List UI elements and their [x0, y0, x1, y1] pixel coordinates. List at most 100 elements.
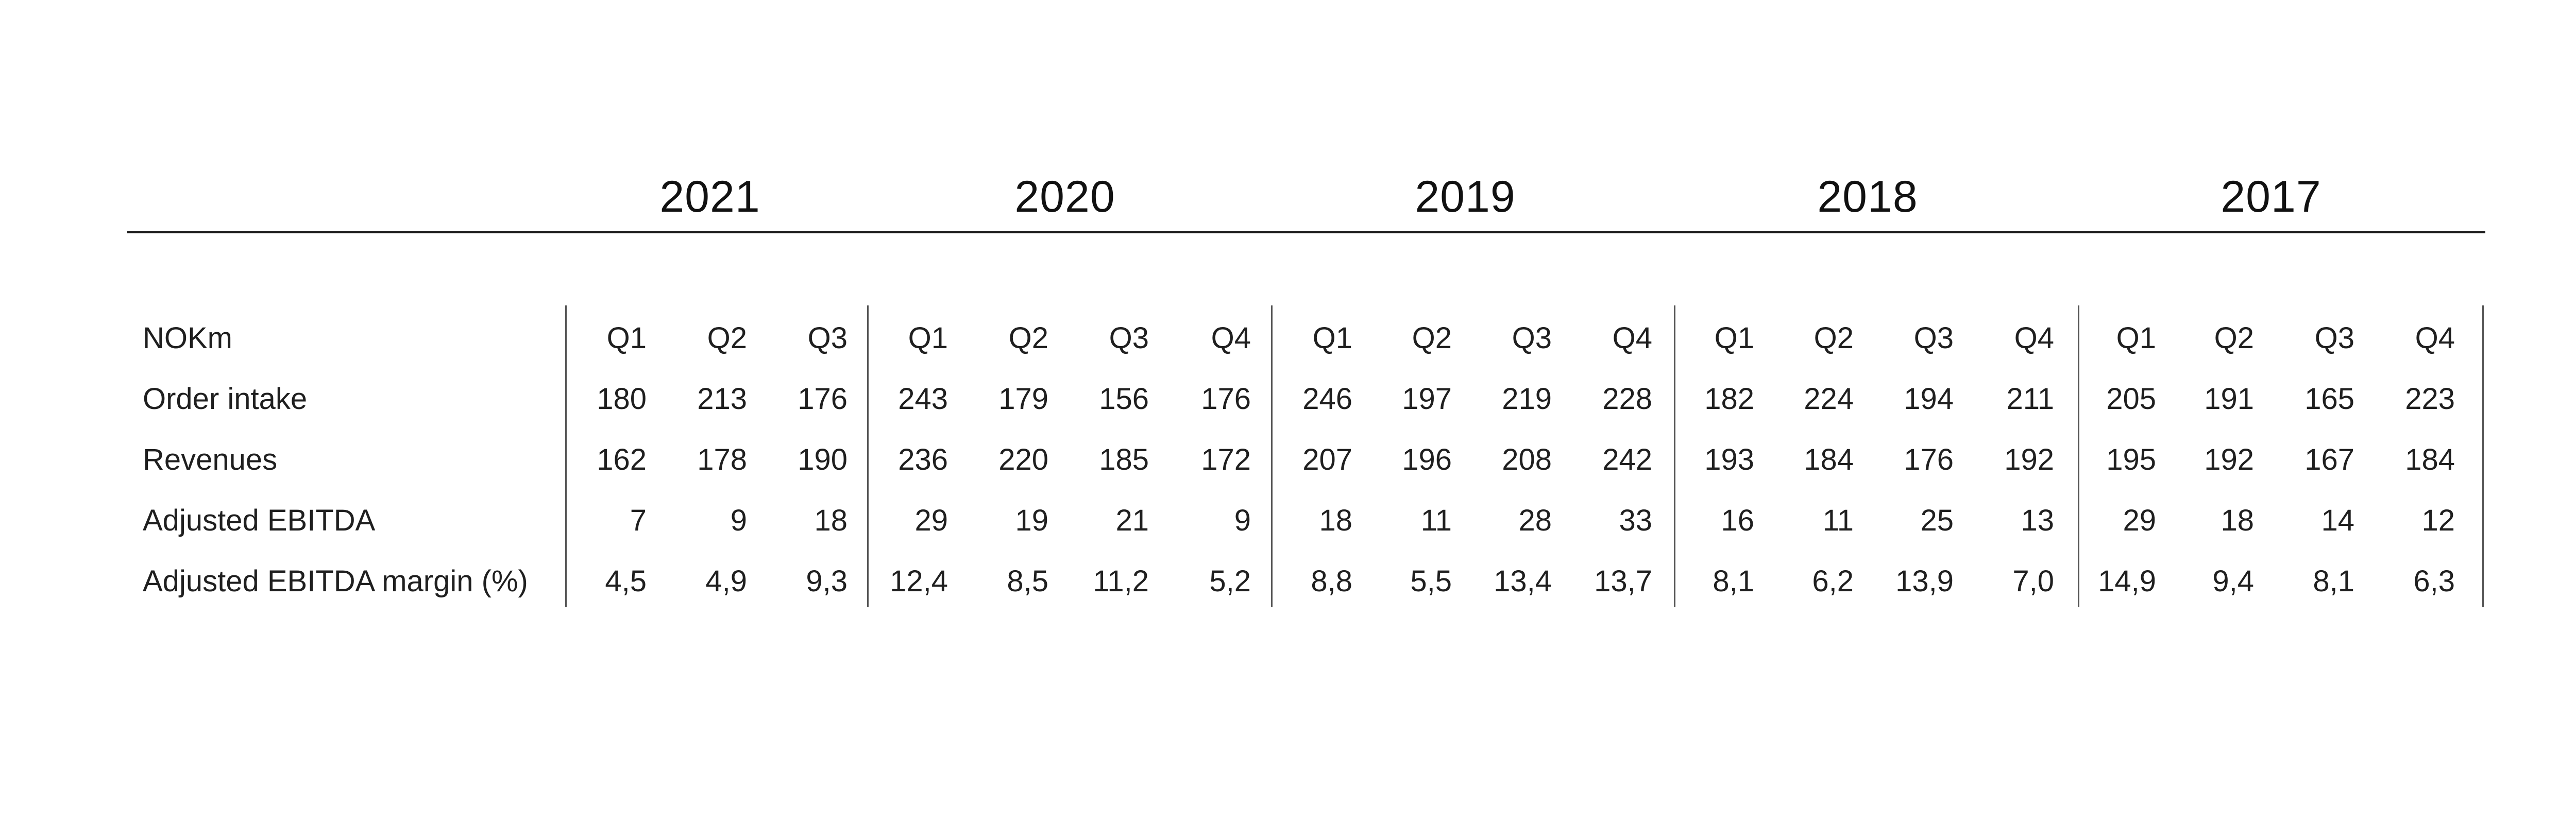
table-cell: 16 [1721, 504, 1754, 537]
column-divider [867, 305, 869, 607]
quarter-header: Q1 [1714, 321, 1754, 355]
table-cell: 219 [1502, 382, 1552, 416]
table-cell: 182 [1704, 382, 1754, 416]
table-cell: 8,8 [1311, 565, 1352, 598]
table-cell: 192 [2004, 443, 2054, 476]
table-cell: 11 [1822, 504, 1854, 537]
table-cell: 156 [1099, 382, 1149, 416]
table-cell: 197 [1402, 382, 1452, 416]
table-cell: 165 [2304, 382, 2354, 416]
quarter-header: Q2 [1008, 321, 1048, 355]
table-cell: 6,2 [1812, 565, 1854, 598]
table-cell: 18 [1319, 504, 1352, 537]
table-cell: 8,1 [2313, 565, 2354, 598]
quarter-header: Q1 [908, 321, 948, 355]
table-cell: 9,4 [2212, 565, 2254, 598]
table-cell: 6,3 [2413, 565, 2455, 598]
unit-label: NOKm [143, 321, 232, 355]
table-cell: 213 [697, 382, 747, 416]
table-cell: 208 [1502, 443, 1552, 476]
quarter-header: Q2 [707, 321, 747, 355]
table-cell: 28 [1518, 504, 1552, 537]
table-cell: 14,9 [2098, 565, 2156, 598]
table-cell: 18 [2221, 504, 2254, 537]
table-cell: 192 [2204, 443, 2254, 476]
column-divider [2482, 305, 2484, 607]
quarter-header: Q4 [1211, 321, 1251, 355]
table-cell: 13,4 [1494, 565, 1552, 598]
table-cell: 178 [697, 443, 747, 476]
table-cell: 9,3 [806, 565, 848, 598]
table-cell: 5,5 [1410, 565, 1452, 598]
table-cell: 205 [2106, 382, 2156, 416]
quarter-header: Q4 [1612, 321, 1652, 355]
table-cell: 12 [2421, 504, 2455, 537]
table-cell: 14 [2321, 504, 2354, 537]
table-cell: 236 [898, 443, 948, 476]
row-label: Adjusted EBITDA margin (%) [143, 565, 528, 598]
table-cell: 11 [1420, 504, 1452, 537]
table-cell: 176 [798, 382, 848, 416]
quarter-header: Q2 [1412, 321, 1452, 355]
table-cell: 162 [597, 443, 647, 476]
quarter-header: Q1 [2116, 321, 2156, 355]
table-cell: 223 [2405, 382, 2455, 416]
table-cell: 167 [2304, 443, 2354, 476]
table-cell: 11,2 [1093, 565, 1149, 598]
table-cell: 180 [597, 382, 647, 416]
year-heading: 2021 [659, 172, 760, 221]
table-cell: 13 [2021, 504, 2054, 537]
table-cell: 13,9 [1895, 565, 1954, 598]
table-cell: 9 [730, 504, 747, 537]
table-cell: 185 [1099, 443, 1149, 476]
table-cell: 29 [914, 504, 948, 537]
table-cell: 246 [1302, 382, 1352, 416]
year-heading: 2017 [2221, 172, 2321, 221]
table-cell: 179 [998, 382, 1048, 416]
table-cell: 7,0 [2012, 565, 2054, 598]
table-cell: 21 [1115, 504, 1149, 537]
table-cell: 207 [1302, 443, 1352, 476]
row-label: Adjusted EBITDA [143, 504, 376, 537]
table-cell: 184 [2405, 443, 2455, 476]
header-rule [127, 231, 2485, 233]
table-cell: 228 [1602, 382, 1652, 416]
table-cell: 184 [1804, 443, 1854, 476]
table-cell: 9 [1234, 504, 1251, 537]
table-cell: 4,5 [605, 565, 647, 598]
table-cell: 172 [1201, 443, 1251, 476]
quarter-header: Q4 [2415, 321, 2455, 355]
table-cell: 196 [1402, 443, 1452, 476]
table-cell: 7 [630, 504, 647, 537]
column-divider [1271, 305, 1273, 607]
table-cell: 18 [814, 504, 848, 537]
quarter-header: Q3 [807, 321, 848, 355]
table-cell: 211 [2006, 382, 2054, 416]
table-cell: 25 [1920, 504, 1954, 537]
quarter-header: Q3 [2314, 321, 2354, 355]
quarter-header: Q2 [2214, 321, 2254, 355]
table-cell: 13,7 [1594, 565, 1652, 598]
column-divider [565, 305, 567, 607]
table-cell: 12,4 [890, 565, 948, 598]
table-cell: 29 [2123, 504, 2156, 537]
table-cell: 4,9 [705, 565, 747, 598]
quarter-header: Q3 [1109, 321, 1149, 355]
column-divider [1674, 305, 1675, 607]
table-cell: 242 [1602, 443, 1652, 476]
quarter-header: Q3 [1512, 321, 1552, 355]
table-cell: 19 [1015, 504, 1048, 537]
table-cell: 190 [798, 443, 848, 476]
quarter-header: Q1 [1312, 321, 1352, 355]
table-cell: 176 [1904, 443, 1954, 476]
table-cell: 176 [1201, 382, 1251, 416]
table-cell: 220 [998, 443, 1048, 476]
table-cell: 193 [1704, 443, 1754, 476]
year-heading: 2019 [1415, 172, 1516, 221]
table-cell: 195 [2106, 443, 2156, 476]
year-heading: 2018 [1817, 172, 1918, 221]
table-cell: 8,1 [1713, 565, 1754, 598]
quarter-header: Q2 [1814, 321, 1854, 355]
row-label: Revenues [143, 443, 278, 476]
